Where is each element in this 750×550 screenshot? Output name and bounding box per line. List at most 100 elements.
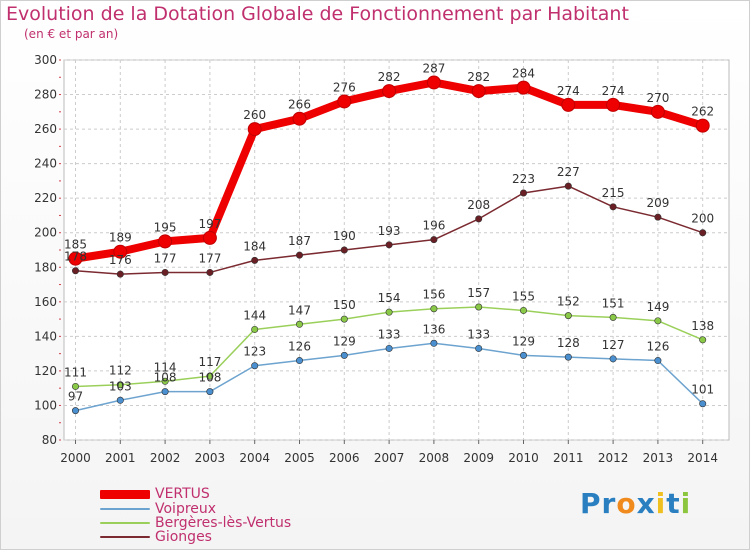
data-point [609,203,617,211]
plot-area [63,59,730,441]
legend-label-vertus: VERTUS [155,486,210,502]
data-point [519,351,527,359]
data-point [251,256,259,264]
x-tick-label: 2014 [687,451,718,465]
data-label: 177 [154,251,177,265]
data-point [471,84,486,99]
data-point [519,306,527,314]
data-label: 103 [109,379,132,393]
data-label: 126 [646,340,669,354]
data-point [695,118,710,133]
data-label: 208 [467,198,490,212]
data-point [385,241,393,249]
data-label: 126 [288,340,311,354]
data-label: 136 [422,322,445,336]
data-label: 227 [557,165,580,179]
data-point [430,339,438,347]
proxiti-logo: Proxiti [580,487,691,520]
data-label: 260 [243,108,266,122]
data-label: 276 [333,80,356,94]
data-label: 223 [512,172,535,186]
legend-label-voipreux: Voipreux [155,501,217,517]
data-label: 149 [646,300,669,314]
data-label: 138 [691,319,714,333]
data-label: 112 [109,364,132,378]
legend-swatch-bergeres [100,522,150,524]
legend-label-gionges: Gionges [155,529,212,545]
data-point [519,189,527,197]
data-point [206,372,214,380]
data-point [699,400,707,408]
data-point [654,317,662,325]
data-point [340,315,348,323]
data-point [113,244,128,259]
data-label: 114 [154,360,177,374]
logo-letter: Pr [580,487,617,520]
y-tick-label: 140 [34,329,57,343]
data-point [609,313,617,321]
data-label: 184 [243,239,266,253]
y-tick-label: 160 [34,295,57,309]
data-label: 155 [512,289,535,303]
data-point [116,381,124,389]
data-label: 178 [64,250,87,264]
data-label: 129 [512,334,535,348]
data-label: 270 [646,91,669,105]
data-point [206,268,214,276]
data-label: 127 [602,338,625,352]
data-point [161,377,169,385]
data-point [385,308,393,316]
logo-letter: i [655,487,667,520]
data-label: 97 [68,390,83,404]
legend-swatch-voipreux [100,508,150,510]
data-point [247,122,262,137]
data-point [654,357,662,365]
x-tick-label: 2005 [284,451,315,465]
data-point [654,213,662,221]
data-label: 209 [646,196,669,210]
legend-item-voipreux: Voipreux [100,501,216,517]
data-label: 108 [154,371,177,385]
x-tick-label: 2001 [105,451,136,465]
data-label: 196 [422,219,445,233]
y-tick-label: 100 [34,398,57,412]
data-label: 157 [467,286,490,300]
y-tick-label: 260 [34,122,57,136]
data-label: 282 [467,70,490,84]
data-point [699,229,707,237]
x-tick-label: 2000 [60,451,91,465]
chart-title: Evolution de la Dotation Globale de Fonc… [6,3,629,25]
x-tick-label: 2002 [150,451,181,465]
data-label: 274 [557,84,580,98]
legend-swatch-vertus [100,489,150,499]
data-label: 197 [198,217,221,231]
chart-subtitle: (en € et par an) [24,27,119,41]
x-tick-label: 2012 [598,451,629,465]
data-label: 111 [64,365,87,379]
legend-item-gionges: Gionges [100,529,212,545]
data-point [158,234,173,249]
x-tick-label: 2013 [643,451,674,465]
data-label: 195 [154,220,177,234]
data-point [340,351,348,359]
x-tick-label: 2003 [195,451,226,465]
y-tick-label: 240 [34,157,57,171]
data-point [475,344,483,352]
data-label: 176 [109,253,132,267]
data-point [382,84,397,99]
data-point [699,336,707,344]
x-tick-label: 2010 [508,451,539,465]
data-label: 147 [288,303,311,317]
data-label: 123 [243,345,266,359]
data-point [72,407,80,415]
data-point [206,388,214,396]
y-tick-label: 300 [34,53,57,67]
data-label: 128 [557,336,580,350]
data-point [426,75,441,90]
logo-letter: o [616,487,637,520]
data-label: 151 [602,296,625,310]
data-label: 190 [333,229,356,243]
data-point [606,97,621,112]
data-point [475,303,483,311]
x-tick-label: 2006 [329,451,360,465]
